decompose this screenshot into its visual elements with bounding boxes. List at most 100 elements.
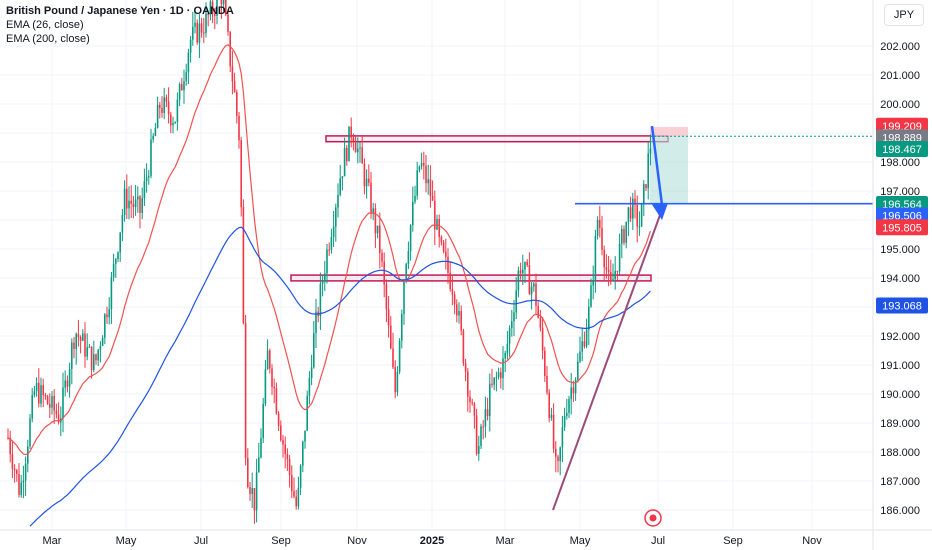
candle-body [348,126,350,162]
candle-body [621,229,623,244]
candle-body [73,342,75,349]
candle-body [104,314,106,338]
candles [7,0,652,524]
candle-body [535,283,537,306]
candle-body [403,280,405,314]
candle-body [383,261,385,285]
price-tick-label: 189.000 [880,418,920,430]
candle-body [379,225,381,253]
candle-body [297,487,300,507]
candle-body [227,14,229,32]
candle-body [154,127,157,136]
candle-body [288,459,291,476]
candle-body [137,196,139,200]
candle-body [260,438,262,458]
candle-body [194,22,196,27]
candle-body [339,178,341,195]
candle-body [480,426,482,447]
candle-body [464,363,467,372]
candle-body [291,475,293,492]
candle-body [574,379,577,394]
candle-body [306,395,308,431]
candle-body [563,416,566,428]
candle-body [53,396,55,411]
candle-body [203,32,205,34]
candle-body [572,387,575,394]
candle-body [178,84,181,100]
candle-body [71,342,73,369]
candle-body [95,354,97,361]
ema26-line [7,44,651,456]
ema200-legend[interactable]: EMA (200, close) [6,33,90,45]
candle-body [216,0,218,16]
candle-body [508,328,511,344]
candle-body [442,242,445,252]
candle-body [460,311,462,331]
ema26-legend[interactable]: EMA (26, close) [6,19,84,31]
candle-body [313,333,315,368]
candle-body [493,377,495,385]
candle-body [55,410,58,415]
candle-body [409,225,412,252]
symbol-title[interactable]: British Pound / Japanese Yen · 1D · OAND… [6,5,234,17]
candle-body [238,115,240,141]
candle-body [335,207,337,227]
price-tick-label: 201.000 [880,70,920,82]
candle-body [420,163,423,167]
candle-body [583,341,586,347]
candle-body [544,350,546,376]
candle-body [486,409,489,417]
candle-body [284,444,286,455]
candle-body [101,337,104,346]
candle-body [605,267,608,270]
candle-body [22,480,25,483]
candle-body [326,249,328,274]
candle-body [614,270,616,280]
candle-body [332,226,335,238]
candle-body [346,147,348,162]
candle-body [93,354,95,370]
candle-body [546,375,548,393]
time-tick-label: Nov [347,535,367,547]
candle-body [123,188,126,215]
price-tick-label: 187.000 [880,476,920,488]
candle-body [42,385,44,396]
candle-body [302,441,304,466]
candle-body [225,0,227,15]
price-tick-label: 188.000 [880,447,920,459]
candle-body [88,346,91,348]
candle-body [86,347,88,357]
candle-body [456,304,458,316]
candle-body [110,277,113,310]
candle-body [62,387,64,419]
candle-body [40,385,42,404]
candle-body [200,23,203,33]
ema-lines [7,44,651,527]
candle-body [315,311,317,334]
candle-body [282,440,284,445]
currency-button[interactable]: JPY [884,4,924,26]
price-label-text: 195.805 [882,222,922,234]
candle-body [240,140,242,208]
candle-body [233,81,236,93]
candle-body [517,270,520,291]
candle-body [163,97,165,113]
candle-body [97,349,99,361]
candle-body [141,198,143,213]
candle-body [354,142,357,153]
price-label-badge: 198.467 [876,140,928,157]
alert-target-icon[interactable] [643,508,663,528]
time-tick-label: Jul [651,535,665,547]
candle-body [405,263,407,281]
candle-body [286,454,289,460]
candle-body [220,0,223,5]
candle-body [636,204,638,227]
candle-body [31,395,33,419]
candle-body [392,348,394,368]
candle-body [438,218,440,237]
candle-body [390,325,392,349]
candle-body [396,371,399,393]
candle-body [625,221,627,243]
